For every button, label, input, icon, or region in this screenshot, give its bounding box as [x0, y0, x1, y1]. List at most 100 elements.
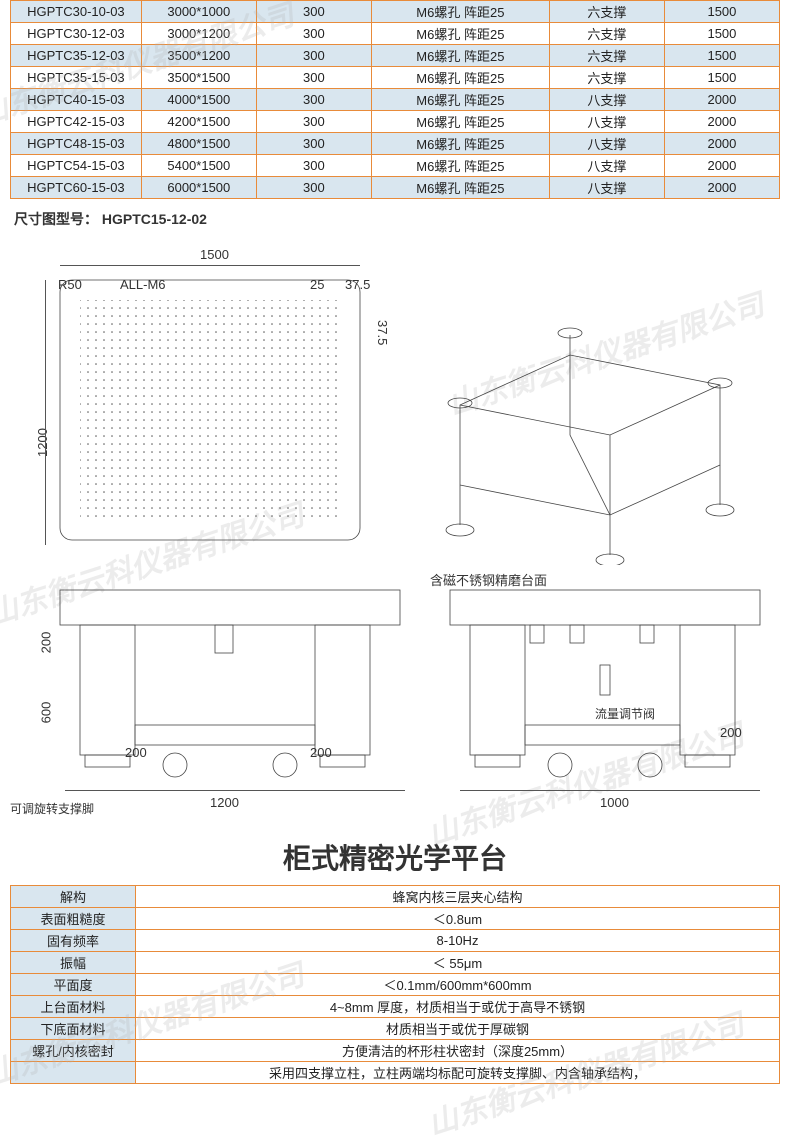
spec-value: 材质相当于或优于厚碳钢 [136, 1018, 780, 1040]
table-cell: HGPTC35-12-03 [11, 45, 142, 67]
spec-label: 上台面材料 [11, 996, 136, 1018]
dim-side-1000: 1000 [600, 795, 629, 810]
model-table: HGPTC30-10-033000*1000300M6螺孔 阵距25六支撑150… [10, 0, 780, 199]
table-cell: 2000 [664, 111, 779, 133]
table-row: 振幅＜ 55μm [11, 952, 780, 974]
dim-side-200: 200 [720, 725, 742, 740]
dim-25: 25 [310, 277, 324, 292]
dim-1500: 1500 [200, 247, 229, 262]
table-cell: 3500*1200 [141, 45, 256, 67]
table-cell: HGPTC60-15-03 [11, 177, 142, 199]
table-row: 平面度＜0.1mm/600mm*600mm [11, 974, 780, 996]
table-row: HGPTC54-15-035400*1500300M6螺孔 阵距25八支撑200… [11, 155, 780, 177]
table-cell: M6螺孔 阵距25 [371, 23, 549, 45]
spec-table: 解构蜂窝内核三层夹心结构表面粗糙度＜0.8um固有频率8-10Hz振幅＜ 55μ… [10, 885, 780, 1084]
table-cell: 八支撑 [549, 89, 664, 111]
table-cell: 4800*1500 [141, 133, 256, 155]
dim-37-5-h: 37.5 [345, 277, 370, 292]
table-cell: 300 [256, 23, 371, 45]
spec-value: ＜ 55μm [136, 952, 780, 974]
table-cell: 六支撑 [549, 67, 664, 89]
dim-37-5-v: 37.5 [375, 320, 390, 345]
table-cell: 6000*1500 [141, 177, 256, 199]
spec-value: 4~8mm 厚度，材质相当于或优于高导不锈钢 [136, 996, 780, 1018]
dim-1200: 1200 [35, 428, 50, 457]
technical-diagram: 1500 R50 ALL-M6 25 37.5 37.5 1200 [0, 235, 790, 825]
table-cell: HGPTC30-12-03 [11, 23, 142, 45]
table-row: HGPTC30-12-033000*1200300M6螺孔 阵距25六支撑150… [11, 23, 780, 45]
table-cell: 2000 [664, 89, 779, 111]
table-row: 解构蜂窝内核三层夹心结构 [11, 886, 780, 908]
table-cell: 300 [256, 177, 371, 199]
table-row: HGPTC60-15-036000*1500300M6螺孔 阵距25八支撑200… [11, 177, 780, 199]
table-cell: 八支撑 [549, 177, 664, 199]
table-row: HGPTC30-10-033000*1000300M6螺孔 阵距25六支撑150… [11, 1, 780, 23]
label-all-m6: ALL-M6 [120, 277, 166, 292]
dim-front-600: 600 [38, 702, 53, 724]
table-row: 螺孔/内核密封方便清洁的杯形柱状密封（深度25mm） [11, 1040, 780, 1062]
label-surface: 含磁不锈钢精磨台面 [430, 570, 547, 589]
table-cell: 1500 [664, 1, 779, 23]
table-cell: 300 [256, 1, 371, 23]
table-cell: 1500 [664, 45, 779, 67]
table-row: HGPTC40-15-034000*1500300M6螺孔 阵距25八支撑200… [11, 89, 780, 111]
dim-front-1200: 1200 [210, 795, 239, 810]
table-row: 下底面材料材质相当于或优于厚碳钢 [11, 1018, 780, 1040]
dim-front-200a: 200 [38, 632, 53, 654]
spec-value: ＜0.1mm/600mm*600mm [136, 974, 780, 996]
table-cell: M6螺孔 阵距25 [371, 177, 549, 199]
table-cell: 2000 [664, 155, 779, 177]
spec-label [11, 1062, 136, 1084]
table-row: 上台面材料4~8mm 厚度，材质相当于或优于高导不锈钢 [11, 996, 780, 1018]
table-cell: HGPTC30-10-03 [11, 1, 142, 23]
table-cell: M6螺孔 阵距25 [371, 1, 549, 23]
main-title: 柜式精密光学平台 [0, 837, 790, 877]
table-cell: 1500 [664, 23, 779, 45]
spec-label: 固有频率 [11, 930, 136, 952]
dim-r50: R50 [58, 277, 82, 292]
table-cell: HGPTC40-15-03 [11, 89, 142, 111]
table-cell: 3000*1000 [141, 1, 256, 23]
table-cell: 2000 [664, 177, 779, 199]
table-cell: 八支撑 [549, 133, 664, 155]
spec-value: 采用四支撑立柱，立柱两端均标配可旋转支撑脚、内含轴承结构， [136, 1062, 780, 1084]
table-cell: M6螺孔 阵距25 [371, 89, 549, 111]
table-cell: 2000 [664, 133, 779, 155]
table-cell: HGPTC54-15-03 [11, 155, 142, 177]
spec-label: 平面度 [11, 974, 136, 996]
table-row: 采用四支撑立柱，立柱两端均标配可旋转支撑脚、内含轴承结构， [11, 1062, 780, 1084]
table-cell: 六支撑 [549, 45, 664, 67]
table-cell: 六支撑 [549, 1, 664, 23]
table-cell: 3500*1500 [141, 67, 256, 89]
table-cell: 1500 [664, 67, 779, 89]
spec-label: 表面粗糙度 [11, 908, 136, 930]
table-cell: 八支撑 [549, 155, 664, 177]
dim-front-200b: 200 [125, 745, 147, 760]
table-cell: 300 [256, 45, 371, 67]
table-cell: M6螺孔 阵距25 [371, 155, 549, 177]
table-cell: 六支撑 [549, 23, 664, 45]
table-row: HGPTC42-15-034200*1500300M6螺孔 阵距25八支撑200… [11, 111, 780, 133]
table-cell: HGPTC48-15-03 [11, 133, 142, 155]
table-cell: M6螺孔 阵距25 [371, 67, 549, 89]
spec-label: 振幅 [11, 952, 136, 974]
table-cell: 3000*1200 [141, 23, 256, 45]
spec-value: ＜0.8um [136, 908, 780, 930]
table-cell: 4200*1500 [141, 111, 256, 133]
table-row: 固有频率8-10Hz [11, 930, 780, 952]
spec-label: 螺孔/内核密封 [11, 1040, 136, 1062]
spec-label: 解构 [11, 886, 136, 908]
table-cell: 八支撑 [549, 111, 664, 133]
table-row: HGPTC35-12-033500*1200300M6螺孔 阵距25六支撑150… [11, 45, 780, 67]
label-adjustable-foot: 可调旋转支撑脚 [10, 800, 94, 817]
label-valve: 流量调节阀 [595, 705, 655, 722]
dim-front-200c: 200 [310, 745, 332, 760]
table-cell: M6螺孔 阵距25 [371, 45, 549, 67]
table-cell: 300 [256, 133, 371, 155]
table-cell: 300 [256, 89, 371, 111]
table-cell: HGPTC35-15-03 [11, 67, 142, 89]
dimension-model-label: 尺寸图型号： HGPTC15-12-02 [14, 209, 790, 229]
spec-label: 下底面材料 [11, 1018, 136, 1040]
table-cell: 5400*1500 [141, 155, 256, 177]
table-cell: 300 [256, 155, 371, 177]
